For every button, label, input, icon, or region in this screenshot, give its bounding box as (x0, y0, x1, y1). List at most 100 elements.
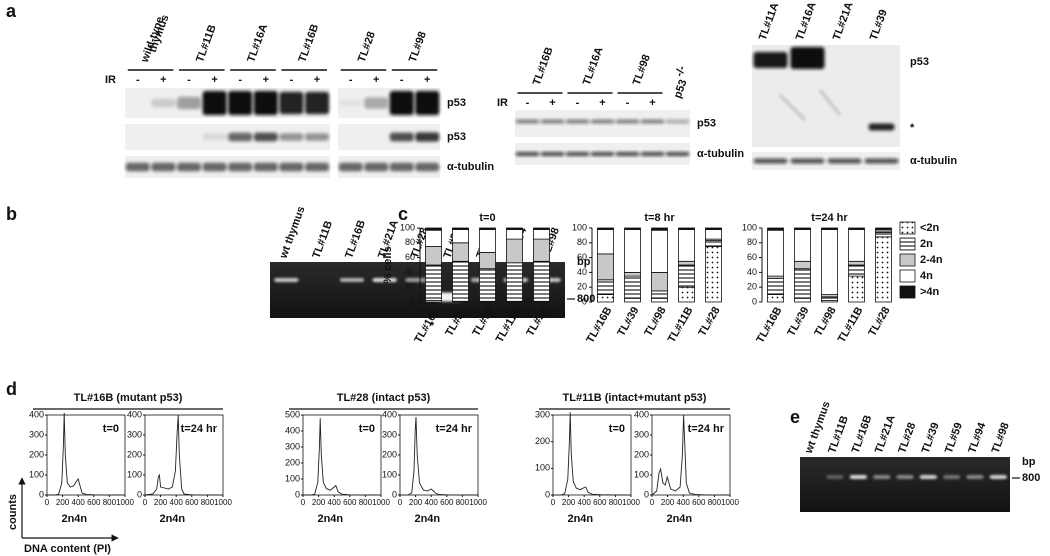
band (515, 119, 540, 124)
group-title: TL#28 (intact p53) (337, 392, 431, 404)
bar-segment (425, 229, 442, 247)
bar-segment (479, 229, 496, 253)
band (125, 162, 150, 172)
histogram-line (553, 412, 631, 496)
x-tick-label: 800 (708, 498, 722, 507)
band (338, 162, 363, 172)
band (872, 475, 891, 479)
band (228, 91, 253, 115)
band (305, 162, 329, 172)
treatment-minus: - (526, 97, 530, 109)
y-tick-label: 0 (582, 296, 587, 306)
band (415, 162, 440, 172)
x-tick-label: 600 (692, 498, 706, 507)
x-tick-label: 200 (409, 498, 423, 507)
plot-annotation: t=0 (103, 423, 119, 435)
bar-segment (624, 227, 641, 230)
x-tick-label: 400 (72, 498, 86, 507)
x-tick-label: 200 (154, 498, 168, 507)
bar-segment (452, 227, 469, 230)
treatment-label: IR (497, 97, 508, 109)
bar-segment (794, 229, 811, 262)
y-tick-label: 20 (405, 282, 415, 292)
x-tick-label: 1000 (622, 498, 640, 507)
y-tick-label: 40 (747, 267, 757, 277)
legend-swatch (899, 253, 916, 267)
band (415, 91, 440, 115)
band (305, 91, 329, 115)
bar-segment (651, 271, 668, 292)
band (228, 132, 253, 142)
band (849, 475, 868, 479)
y-tick-label: 0 (644, 489, 649, 499)
bar-segment (848, 227, 865, 230)
bar-segment (425, 264, 442, 301)
treatment-plus: + (599, 97, 605, 109)
x-axis-label: 2n4n (567, 513, 593, 525)
band (177, 96, 201, 110)
bar-segment (452, 260, 469, 302)
legend-swatch (899, 221, 916, 235)
x-tick-label: 1000 (116, 498, 134, 507)
blot (338, 156, 440, 178)
band (202, 91, 227, 115)
row-label: p53 (697, 117, 716, 129)
y-tick-label: 300 (29, 429, 44, 439)
bar-segment (767, 227, 784, 231)
band (253, 132, 278, 142)
bar-segment (767, 277, 784, 296)
band (868, 123, 895, 131)
x-tick-label: 800 (103, 498, 117, 507)
x-tick-label: 800 (201, 498, 215, 507)
x-tick-label: 200 (562, 498, 576, 507)
x-axis-label: 2n4n (61, 513, 87, 525)
bar-segment (624, 229, 641, 273)
group-title: TL#16B (mutant p53) (74, 392, 183, 404)
band (339, 278, 365, 282)
bar-segment (452, 229, 469, 244)
plot-frame (552, 414, 632, 496)
band (202, 162, 227, 172)
band (364, 97, 389, 109)
y-tick-label: 200 (634, 449, 649, 459)
x-tick-label: 200 (312, 498, 326, 507)
unit-label: bp (1022, 456, 1036, 468)
blot (125, 156, 330, 178)
x-tick-label: 800 (359, 498, 373, 507)
band (565, 119, 590, 124)
bar-segment (506, 229, 523, 240)
y-tick-label: 400 (285, 425, 300, 435)
y-tick-label: 0 (39, 489, 44, 499)
row-label: p53 (910, 56, 929, 68)
legend-swatch (899, 269, 916, 283)
x-tick-label: 600 (593, 498, 607, 507)
x-tick-label: 800 (609, 498, 623, 507)
y-tick-label: 100 (127, 469, 142, 479)
plot-annotation: t=0 (609, 423, 625, 435)
bar-segment (678, 286, 695, 303)
x-tick-label: 0 (398, 498, 403, 507)
band (919, 475, 938, 479)
bar-segment (705, 227, 722, 230)
band (372, 278, 398, 282)
panel-label: b (6, 204, 17, 224)
x-axis-label: 2n4n (159, 513, 185, 525)
x-tick-label: 1000 (372, 498, 390, 507)
band (540, 119, 565, 124)
y-tick-label: 80 (747, 237, 757, 247)
treatment-plus: + (160, 74, 166, 86)
band (279, 133, 304, 141)
x-axis-label: 2n4n (317, 513, 343, 525)
bar-segment (651, 290, 668, 299)
y-tick-label: 300 (634, 429, 649, 439)
band (151, 98, 176, 108)
bar-segment (479, 252, 496, 270)
x-tick-label: 1000 (469, 498, 487, 507)
bar-segment (794, 260, 811, 270)
y-tick-label: 100 (634, 469, 649, 479)
band (228, 162, 253, 172)
treatment-plus: + (211, 74, 217, 86)
plot-annotation: t=24 hr (688, 423, 725, 435)
bar-segment (597, 294, 614, 303)
bar-segment (678, 227, 695, 230)
